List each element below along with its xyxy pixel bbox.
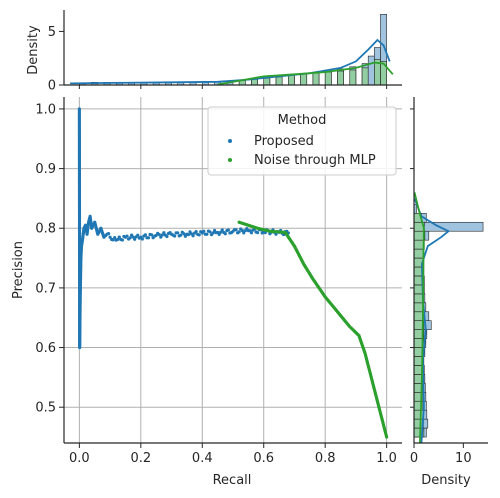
scatter-point-proposed [217, 232, 221, 236]
y-axis-label: Precision [11, 241, 26, 299]
x-tick-label: 0.2 [130, 451, 151, 466]
scatter-point-proposed [237, 230, 241, 234]
right-hist-bar-noise [413, 409, 424, 420]
scatter-point-proposed [160, 233, 164, 237]
scatter-point-proposed [113, 235, 117, 240]
x-tick-label: 0.8 [315, 451, 336, 466]
scatter-point-proposed [173, 234, 177, 238]
x-tick-label: 0.4 [192, 451, 213, 466]
right-hist-bar-noise [413, 239, 425, 250]
scatter-point-proposed [205, 232, 209, 236]
scatter-point-proposed [255, 230, 260, 235]
legend: Method Proposed Noise through MLP [207, 106, 397, 176]
top-y-tick-label: 5 [48, 25, 56, 40]
top-hist-bar-noise [312, 72, 320, 86]
scatter-point-noise [385, 435, 389, 439]
joint-scatter [77, 107, 389, 439]
scatter-point-proposed [136, 233, 140, 237]
scatter-point-proposed [197, 233, 201, 237]
legend-entry-proposed: Proposed [254, 134, 314, 149]
scatter-point-proposed [111, 238, 115, 242]
top-hist-bar-noise [324, 71, 332, 86]
scatter-point-proposed [125, 234, 129, 238]
top-hist-bar-noise [300, 73, 308, 86]
right-kde-noise [413, 192, 425, 444]
top-y-tick-label: 0 [48, 79, 56, 94]
right-marginal-x-label: Density [421, 473, 471, 488]
scatter-point-proposed [117, 235, 121, 239]
scatter-point-proposed [242, 231, 246, 235]
legend-marker-proposed [228, 139, 232, 143]
scatter-point-proposed [108, 235, 112, 239]
y-tick-label: 1.0 [35, 102, 56, 117]
right-x-tick-label: 10 [455, 451, 472, 466]
scatter-point-proposed [211, 231, 215, 235]
y-tick-label: 0.5 [35, 401, 56, 416]
scatter-point-proposed [220, 228, 224, 232]
top-hist-bar-noise [361, 67, 369, 86]
scatter-point-proposed [226, 228, 230, 232]
legend-entry-noise: Noise through MLP [254, 153, 376, 168]
scatter-point-proposed [240, 228, 244, 233]
x-tick-label: 0.0 [69, 451, 90, 466]
scatter-point-proposed [179, 233, 183, 237]
y-tick-label: 0.6 [35, 341, 56, 356]
scatter-point-proposed [194, 229, 198, 234]
scatter-point-proposed [223, 232, 227, 236]
scatter-point-proposed [143, 233, 148, 237]
joint-axes: 0.0 0.2 0.4 0.6 0.8 1.0 0.5 0.6 0.7 0.8 0.9 1.0 [35, 97, 402, 466]
scatter-point-proposed [157, 232, 161, 237]
scatter-point-proposed [140, 237, 144, 241]
scatter-point-proposed [249, 231, 254, 235]
scatter-point-proposed [128, 236, 132, 240]
scatter-point-proposed [202, 229, 206, 233]
top-kde-noise [217, 61, 394, 86]
x-tick-label: 1.0 [376, 451, 397, 466]
scatter-point-proposed [162, 231, 166, 235]
scatter-point-proposed [120, 238, 124, 242]
right-hist-bar-noise [413, 311, 424, 322]
top-marginal-y-label: Density [26, 25, 41, 75]
top-hist-bar-proposed [367, 55, 375, 86]
top-hist-bar-noise [349, 69, 357, 86]
scatter-point-proposed [208, 230, 212, 234]
scatter-point-proposed [182, 232, 186, 236]
scatter-point-proposed [133, 237, 137, 241]
x-tick-label: 0.6 [253, 451, 274, 466]
right-hist-bar-noise [413, 248, 424, 259]
top-marginal: 05 [48, 10, 402, 94]
y-tick-label: 0.8 [35, 222, 56, 237]
legend-marker-noise [228, 158, 232, 162]
top-hist-bar-noise [337, 70, 344, 86]
scatter-point-proposed [165, 234, 169, 239]
right-marginal: 0 10 [410, 97, 488, 466]
scatter-point-proposed [234, 228, 238, 232]
scatter-point-proposed [274, 232, 278, 236]
right-kde-proposed [413, 198, 451, 444]
y-tick-label: 0.9 [35, 162, 56, 177]
scatter-point-proposed [146, 236, 151, 240]
scatter-point-proposed [191, 234, 195, 238]
scatter-point-proposed [149, 233, 154, 237]
x-axis-label: Recall [213, 473, 252, 488]
legend-frame [207, 106, 397, 176]
scatter-point-proposed [106, 232, 111, 236]
legend-title: Method [278, 113, 327, 128]
y-tick-label: 0.7 [35, 281, 56, 296]
right-hist-bar-noise [413, 302, 424, 313]
scatter-point-proposed [186, 233, 191, 237]
scatter-point-proposed [176, 231, 180, 235]
right-x-tick-label: 0 [410, 451, 418, 466]
scatter-point-proposed [116, 237, 120, 242]
